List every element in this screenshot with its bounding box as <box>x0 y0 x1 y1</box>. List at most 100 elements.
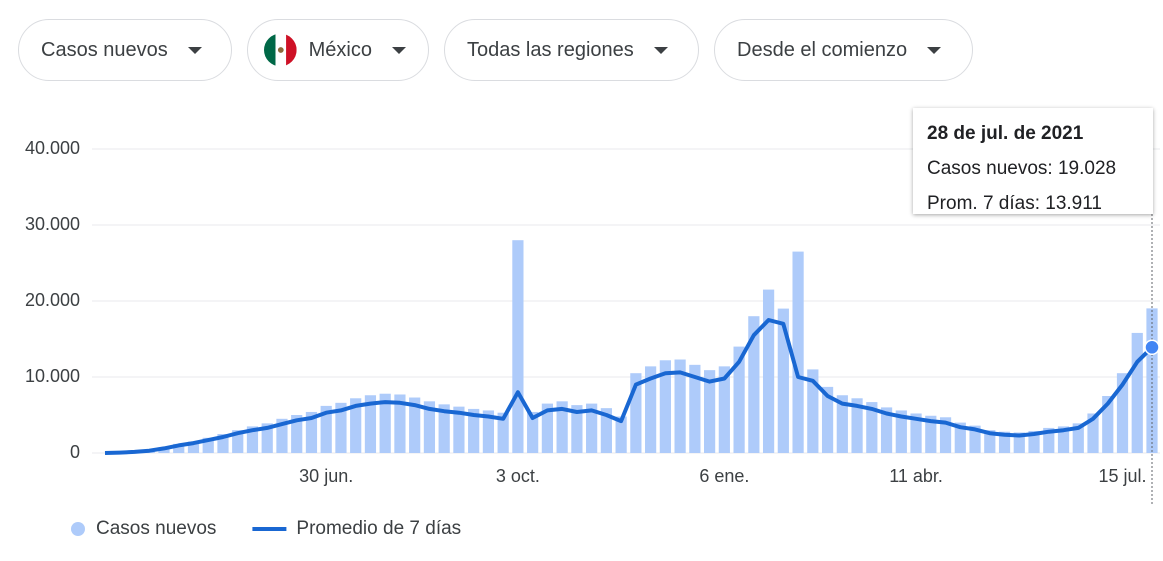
x-tick-label: 15 jul. <box>1098 466 1146 486</box>
bar <box>851 398 863 453</box>
y-tick-label: 30.000 <box>25 214 80 234</box>
bar <box>217 434 229 453</box>
bar <box>925 415 937 453</box>
range-dropdown[interactable]: Desde el comienzo <box>714 19 973 81</box>
x-tick-label: 30 jun. <box>299 466 353 486</box>
bar <box>438 404 450 453</box>
region-dropdown[interactable]: Todas las regiones <box>444 19 699 81</box>
bar <box>1028 430 1040 453</box>
x-tick-label: 6 ene. <box>699 466 749 486</box>
y-tick-label: 0 <box>70 442 80 462</box>
bar <box>202 437 214 453</box>
bar <box>541 403 553 453</box>
bar <box>232 430 244 453</box>
bar <box>600 408 612 453</box>
bar <box>954 422 966 453</box>
bar <box>748 316 760 453</box>
bar <box>173 443 185 453</box>
bar <box>571 405 583 453</box>
bar <box>187 441 200 453</box>
bar <box>1131 332 1143 453</box>
bar <box>1043 427 1055 453</box>
bar <box>527 411 539 453</box>
bar <box>379 393 391 453</box>
bar <box>350 398 362 453</box>
bar <box>586 403 598 453</box>
bar <box>762 289 775 453</box>
bar <box>423 401 436 453</box>
bar <box>261 423 273 453</box>
bar <box>335 402 347 453</box>
bar <box>821 386 834 453</box>
bar <box>777 308 789 453</box>
y-tick-label: 20.000 <box>25 290 80 310</box>
bar <box>291 415 303 453</box>
bar <box>276 418 288 453</box>
bar-series <box>114 240 1158 453</box>
bar <box>482 410 495 453</box>
bar <box>1057 426 1070 453</box>
country-dropdown[interactable]: México <box>247 19 429 81</box>
legend: Casos nuevos Promedio de 7 días <box>71 518 461 539</box>
label: Todas las regiones <box>467 38 634 61</box>
tooltip-title: 28 de jul. de 2021 <box>927 123 1084 144</box>
x-tick-label: 3 oct. <box>496 466 540 486</box>
bar <box>880 407 893 453</box>
bar <box>468 408 480 453</box>
bar <box>807 369 819 453</box>
bar <box>1013 432 1025 453</box>
caret <box>653 46 668 54</box>
bar <box>615 416 627 453</box>
bar <box>364 395 377 453</box>
bar <box>409 397 421 453</box>
caret <box>392 46 406 54</box>
bar <box>718 366 730 453</box>
tooltip-cases: Casos nuevos: 19.028 <box>927 158 1117 179</box>
bar <box>939 417 952 453</box>
bar <box>645 366 657 453</box>
y-tick-label: 40.000 <box>25 138 80 158</box>
bar <box>246 426 259 453</box>
legend-label: Promedio de 7 días <box>296 518 461 539</box>
bar <box>836 395 848 453</box>
bar <box>895 410 907 453</box>
bar <box>630 373 642 453</box>
bar <box>969 425 981 453</box>
bar <box>1072 423 1084 453</box>
label: México <box>308 38 372 61</box>
bar <box>512 240 524 453</box>
tooltip: 28 de jul. de 2021 Casos nuevos: 19.028 … <box>913 108 1153 214</box>
x-tick-label: 11 abr. <box>889 466 943 486</box>
bar <box>394 394 406 453</box>
bar <box>689 364 701 453</box>
bar <box>320 405 332 453</box>
flag <box>264 33 297 67</box>
bar <box>1146 308 1158 453</box>
bar <box>556 401 568 453</box>
bar <box>984 430 996 453</box>
bar <box>453 406 465 453</box>
bar <box>674 359 686 453</box>
label: Casos nuevos <box>41 38 168 61</box>
bar <box>704 370 716 453</box>
bar <box>1116 373 1129 453</box>
bar <box>305 411 318 453</box>
bar <box>497 412 509 453</box>
bar <box>866 402 878 453</box>
label: Desde el comienzo <box>737 38 908 61</box>
bar <box>792 251 804 453</box>
legend-label: Casos nuevos <box>96 518 216 539</box>
caret <box>927 46 942 54</box>
bar <box>733 346 745 453</box>
caret <box>187 46 202 54</box>
bar <box>1087 413 1099 453</box>
bar <box>1102 396 1114 453</box>
y-tick-label: 10.000 <box>25 366 80 386</box>
bar <box>998 431 1011 453</box>
bar <box>659 360 671 453</box>
metric-dropdown[interactable]: Casos nuevos <box>18 19 232 81</box>
legend-marker <box>71 522 85 536</box>
hover-point <box>1144 339 1160 356</box>
